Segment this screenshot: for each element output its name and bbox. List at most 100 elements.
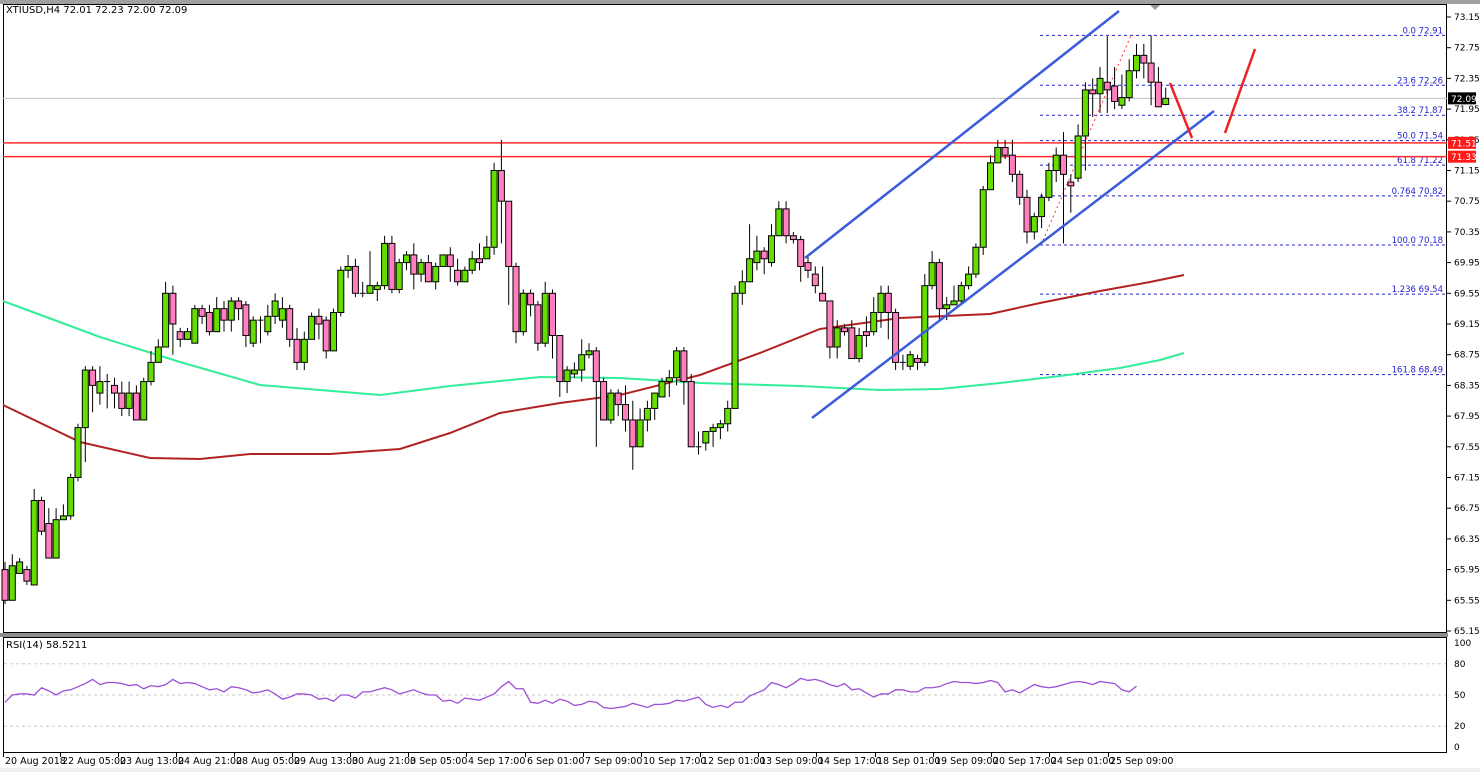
candle-bull	[731, 292, 739, 409]
time-tick	[60, 753, 61, 757]
candle-bull	[227, 300, 235, 321]
candle-bull	[636, 419, 644, 448]
fib-level-label: 61.8 71.22	[1397, 156, 1443, 166]
moving-averages	[2, 274, 1185, 461]
candle-bull	[381, 242, 389, 287]
price-tick-label: 71.15	[1454, 167, 1480, 177]
candle-bull	[957, 285, 965, 302]
candle-bull	[16, 561, 24, 574]
price-tick-label: 69.15	[1454, 320, 1480, 330]
window-top-border	[0, 0, 1480, 4]
candle-bear	[322, 319, 330, 352]
candle-bull	[709, 427, 717, 432]
panel-separator[interactable]	[0, 633, 1448, 637]
candle-bear	[1016, 173, 1024, 198]
candle-bull	[541, 292, 549, 344]
candle-bull	[184, 331, 191, 340]
candle-bear	[622, 404, 629, 421]
candle-bear	[782, 208, 790, 237]
rsi-level-lines	[4, 663, 1446, 727]
price-tick-label: 66.75	[1454, 504, 1480, 514]
candle-bull	[775, 208, 783, 237]
candle-bull	[738, 281, 746, 294]
time-label: 29 Aug 13:00	[294, 756, 359, 767]
price-tick-label: 65.15	[1454, 627, 1480, 637]
resistance-tag-upper: 71.51	[1451, 139, 1477, 149]
candle-bull	[8, 565, 16, 601]
candle-bear	[132, 392, 140, 421]
projection-arrow	[1168, 82, 1194, 139]
candle-bull	[943, 304, 951, 310]
candle-bull	[125, 392, 133, 409]
candle-bull	[300, 338, 308, 363]
fib-level-label: 38.2 71.87	[1397, 106, 1443, 116]
time-label: 23 Aug 13:00	[120, 756, 185, 767]
candle-bull	[249, 319, 257, 344]
candle-bull	[344, 265, 352, 271]
time-label: 6 Sep 01:00	[527, 756, 585, 767]
candle-bear	[1111, 85, 1119, 102]
resistance-tag-upper-bg	[1448, 136, 1476, 149]
time-tick	[758, 753, 759, 757]
candle-bear	[410, 254, 418, 275]
time-tick	[234, 753, 235, 757]
time-tick	[118, 753, 119, 757]
rsi-tick-label: 0	[1454, 743, 1460, 753]
candle-bull	[928, 262, 936, 287]
candle-bear	[388, 242, 396, 290]
fib-level-label: 0.764 70.82	[1392, 187, 1443, 197]
candle-bull	[140, 381, 148, 421]
candle-bull	[578, 354, 586, 371]
candle-bear	[892, 311, 900, 363]
time-label: 24 Aug 21:00	[178, 756, 243, 767]
ascending-channel[interactable]	[804, 10, 1215, 419]
candle-bear	[424, 262, 432, 283]
candle-bull	[658, 381, 666, 398]
candle-bear	[527, 292, 535, 306]
candle-bear	[884, 292, 892, 313]
candle-bull	[490, 170, 498, 248]
price-tick-label: 65.55	[1454, 596, 1480, 606]
price-axis[interactable]: 73.1572.7572.3571.9571.5571.1570.7570.35…	[1447, 13, 1480, 637]
candle-bear	[220, 308, 228, 321]
candle-bull	[870, 311, 878, 333]
price-tick-label: 67.95	[1454, 412, 1480, 422]
candle-bear	[235, 300, 243, 310]
candle-bull	[724, 407, 732, 425]
time-label: 4 Sep 17:00	[468, 756, 526, 767]
candle-bear	[556, 335, 564, 383]
projection-arrows[interactable]	[1168, 48, 1257, 139]
candle-bear	[804, 262, 812, 271]
candle-bull	[96, 381, 104, 394]
time-tick	[700, 753, 701, 757]
price-tick-label: 72.75	[1454, 44, 1480, 54]
candle-bull	[59, 515, 67, 521]
rsi-axis: 100 80 50 20 0	[1454, 639, 1471, 753]
candle-bull	[673, 350, 681, 379]
time-tick	[875, 753, 876, 757]
fib-trend-line	[1040, 35, 1132, 246]
candle-bull	[213, 308, 221, 333]
candlesticks	[1, 35, 1170, 605]
candle-bull	[570, 369, 578, 375]
candle-bull	[308, 315, 316, 340]
candle-bull	[271, 300, 279, 317]
time-tick	[176, 753, 177, 757]
candle-bull	[395, 262, 403, 290]
chart-title: XTIUSD,H4 72.01 72.23 72.00 72.09	[6, 5, 188, 16]
candle-bull	[1052, 154, 1060, 171]
candle-bull	[1162, 97, 1170, 105]
time-tick	[991, 753, 992, 757]
candle-bull	[373, 285, 381, 290]
candle-bear	[45, 523, 53, 559]
chart-shift-marker-icon[interactable]	[1150, 5, 1160, 10]
candle-bear	[819, 292, 827, 302]
candle-bull	[1030, 216, 1038, 233]
candle-bear	[89, 369, 97, 386]
candle-bear	[446, 254, 454, 267]
candle-bull	[519, 292, 527, 333]
time-label: 7 Sep 09:00	[585, 756, 643, 767]
time-label: 25 Sep 09:00	[1110, 756, 1174, 767]
time-label: 30 Aug 21:00	[352, 756, 417, 767]
time-label: 12 Sep 01:00	[702, 756, 766, 767]
